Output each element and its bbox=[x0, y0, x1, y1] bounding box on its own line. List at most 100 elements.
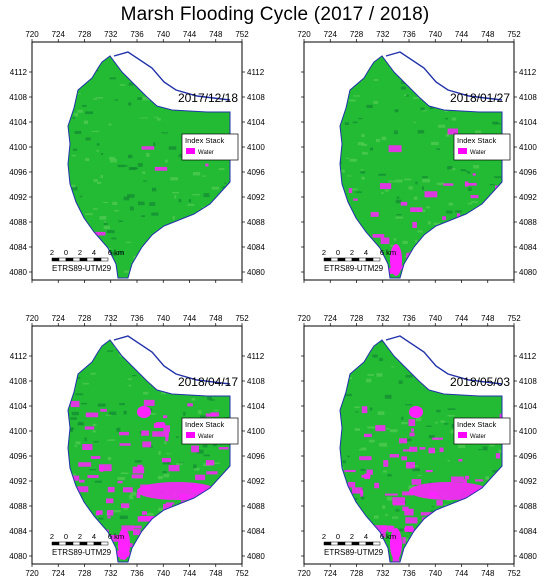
x-tick-label: 724 bbox=[52, 314, 66, 323]
scale-bar-segment bbox=[58, 257, 67, 262]
water-patch bbox=[205, 163, 209, 167]
scale-bar-segment bbox=[93, 541, 102, 546]
water-patch bbox=[143, 399, 155, 406]
water-patch bbox=[117, 480, 123, 484]
vegetation-texture bbox=[90, 372, 96, 375]
vegetation-texture bbox=[151, 212, 159, 216]
water-patch bbox=[142, 441, 152, 448]
water-patch bbox=[352, 487, 363, 494]
x-tick-label: 736 bbox=[402, 30, 416, 39]
water-patch bbox=[78, 462, 92, 467]
x-tick-label: 736 bbox=[130, 314, 144, 323]
vegetation-texture bbox=[114, 209, 119, 212]
water-patch bbox=[499, 413, 502, 419]
water-patch bbox=[79, 479, 85, 483]
y-tick-label: 4096 bbox=[9, 168, 27, 177]
vegetation-texture bbox=[103, 222, 108, 225]
vegetation-texture bbox=[68, 184, 76, 188]
vegetation-texture bbox=[168, 146, 177, 150]
vegetation-texture bbox=[161, 390, 167, 395]
vegetation-texture bbox=[92, 208, 98, 210]
y-tick-label: 4088 bbox=[247, 218, 265, 227]
vegetation-texture bbox=[176, 463, 184, 466]
vegetation-texture bbox=[367, 373, 374, 376]
y-tick-label: 4092 bbox=[9, 477, 27, 486]
x-tick-label: 724 bbox=[52, 30, 66, 39]
water-patch bbox=[142, 511, 148, 515]
water-patch bbox=[140, 515, 147, 521]
vegetation-texture bbox=[428, 482, 432, 484]
vegetation-texture bbox=[138, 201, 145, 206]
water-patch bbox=[408, 419, 416, 426]
x-tick-label: 740 bbox=[429, 30, 443, 39]
water-patch bbox=[119, 443, 131, 446]
water-patch bbox=[359, 456, 372, 461]
water-patch bbox=[425, 469, 433, 473]
vegetation-texture bbox=[427, 221, 431, 225]
x-tick-label: 728 bbox=[350, 30, 364, 39]
x-tick-label: 728 bbox=[78, 30, 92, 39]
water-patch bbox=[392, 503, 406, 506]
water-patch bbox=[409, 406, 423, 418]
y-tick-label: 4096 bbox=[247, 168, 265, 177]
y-tick-label: 4108 bbox=[519, 377, 537, 386]
vegetation-texture bbox=[109, 77, 117, 80]
x-tick-label: 736 bbox=[402, 314, 416, 323]
water-patch bbox=[82, 443, 93, 451]
scale-bar-label: 4 bbox=[92, 532, 96, 541]
scale-bar-label: 4 bbox=[92, 248, 96, 257]
vegetation-texture bbox=[471, 201, 479, 203]
vegetation-texture bbox=[446, 499, 453, 502]
vegetation-texture bbox=[366, 378, 372, 383]
scale-bar-segment bbox=[72, 257, 81, 262]
water-patch bbox=[380, 237, 390, 244]
y-tick-label: 4108 bbox=[247, 377, 265, 386]
water-patch bbox=[404, 508, 414, 516]
vegetation-texture bbox=[431, 506, 435, 508]
vegetation-texture bbox=[436, 148, 441, 151]
water-patch bbox=[442, 216, 446, 221]
water-patch bbox=[400, 201, 408, 206]
scale-bar-label: 6 km bbox=[380, 248, 396, 257]
vegetation-texture bbox=[93, 441, 99, 443]
crs-label: ETRS89-UTM29 bbox=[52, 264, 112, 273]
vegetation-texture bbox=[158, 450, 161, 455]
legend-item-label: Water bbox=[198, 434, 214, 440]
vegetation-texture bbox=[84, 437, 87, 442]
scale-bar-segment bbox=[344, 541, 353, 546]
vegetation-texture bbox=[398, 380, 403, 384]
x-tick-label: 744 bbox=[455, 314, 469, 323]
legend-item-label: Water bbox=[470, 434, 486, 440]
water-patch bbox=[419, 447, 426, 450]
vegetation-texture bbox=[450, 430, 457, 434]
vegetation-texture bbox=[467, 171, 471, 174]
map-date-label: 2018/05/03 bbox=[450, 375, 510, 389]
scale-bar-segment bbox=[323, 257, 332, 262]
water-patch bbox=[370, 212, 379, 217]
vegetation-texture bbox=[172, 215, 175, 220]
vegetation-texture bbox=[430, 107, 434, 110]
water-patch bbox=[372, 234, 385, 238]
vegetation-texture bbox=[201, 175, 207, 177]
scale-bar-segment bbox=[330, 541, 339, 546]
y-tick-label: 4108 bbox=[9, 93, 27, 102]
vegetation-texture bbox=[360, 171, 366, 174]
water-patch bbox=[191, 445, 199, 453]
y-tick-label: 4112 bbox=[10, 352, 28, 361]
water-patch bbox=[409, 446, 418, 452]
vegetation-texture bbox=[383, 470, 387, 473]
y-tick-label: 4088 bbox=[519, 502, 537, 511]
vegetation-texture bbox=[436, 409, 441, 413]
water-patch bbox=[412, 221, 417, 229]
x-tick-label: 752 bbox=[235, 314, 249, 323]
y-tick-label: 4104 bbox=[519, 118, 537, 127]
vegetation-texture bbox=[191, 398, 196, 401]
scale-bar-segment bbox=[100, 541, 109, 546]
vegetation-texture bbox=[489, 444, 495, 447]
water-patch bbox=[380, 525, 393, 531]
water-patch bbox=[409, 482, 489, 500]
water-patch bbox=[100, 468, 104, 472]
water-patch bbox=[155, 422, 165, 428]
water-patch bbox=[133, 529, 141, 536]
vegetation-texture bbox=[473, 165, 480, 169]
